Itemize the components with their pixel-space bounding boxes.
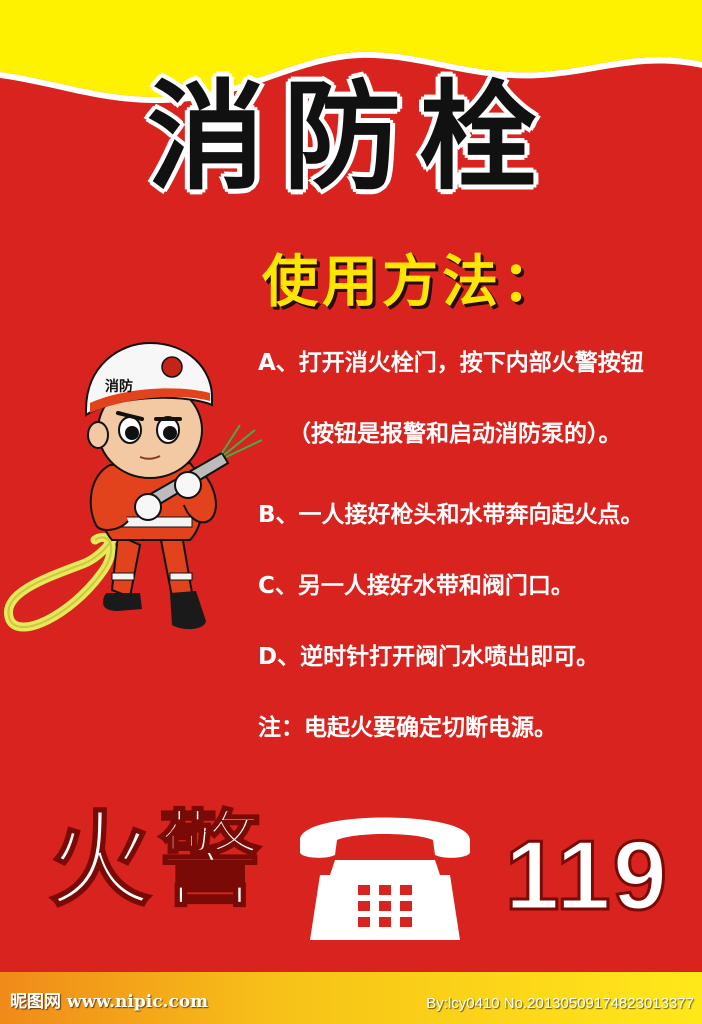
step-a: A、打开消火栓门，按下内部火警按钮	[258, 350, 644, 376]
footer-id: By:lcy0410 No.20130509174823013377	[426, 995, 694, 1012]
telephone-icon	[300, 817, 470, 940]
footer-site: 昵图网 www.nipic.com	[10, 992, 209, 1012]
safety-note: 注：电起火要确定切断电源。	[258, 715, 557, 741]
usage-heading: 使用方法：	[262, 250, 562, 315]
emergency-number: 119	[503, 820, 670, 930]
poster-title: 消防栓	[145, 68, 555, 206]
step-b: B、一人接好枪头和水带奔向起火点。	[258, 502, 644, 528]
fire-alarm-label: 火警	[47, 799, 269, 921]
helmet-label: 消防	[105, 378, 133, 395]
yellow-banner	[0, 0, 702, 104]
firefighter-illustration: 消防	[4, 341, 263, 632]
step-d: D、逆时针打开阀门水喷出即可。	[258, 644, 600, 670]
step-a-note: （按钮是报警和启动消防泵的）。	[288, 421, 622, 447]
step-c: C、另一人接好水带和阀门口。	[258, 573, 574, 599]
footer-strip	[0, 972, 702, 1024]
